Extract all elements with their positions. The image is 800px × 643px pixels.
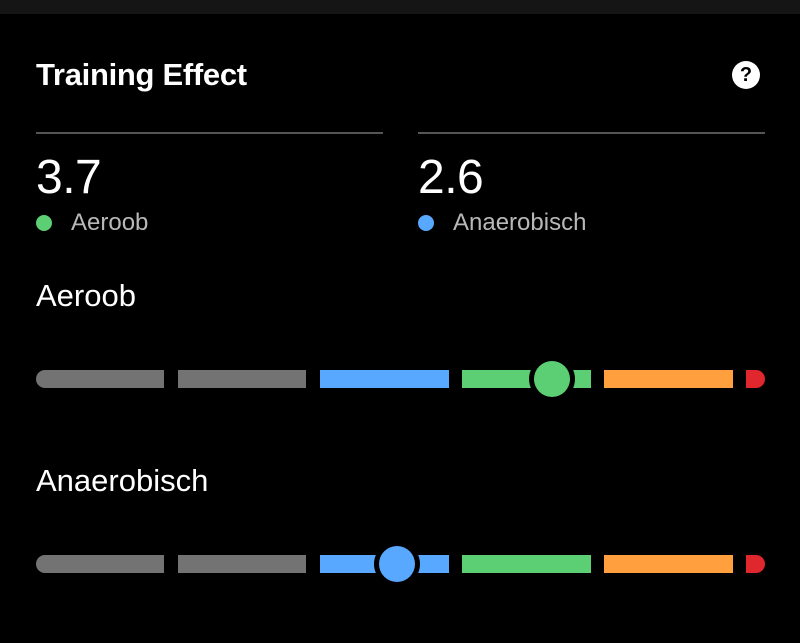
gauge-segment xyxy=(462,555,591,573)
gauge-segment xyxy=(746,370,765,388)
aerobic-section-title: Aeroob xyxy=(36,278,136,313)
gauge-segment xyxy=(36,370,164,388)
gauge-marker xyxy=(534,361,570,397)
stat-aerobic: 3.7 Aeroob xyxy=(36,132,383,238)
gauge-segment xyxy=(178,370,306,388)
gauge-segment xyxy=(462,370,591,388)
stat-anaerobic: 2.6 Anaerobisch xyxy=(418,132,765,238)
divider xyxy=(418,132,765,134)
gauge-segment xyxy=(746,555,765,573)
legend-dot-icon xyxy=(418,215,434,231)
stat-value: 2.6 xyxy=(418,151,484,204)
card-title: Training Effect xyxy=(36,57,247,92)
gauge-segment xyxy=(604,555,733,573)
anaerobic-section-title: Anaerobisch xyxy=(36,463,209,498)
divider xyxy=(36,132,383,134)
stat-label: Aeroob xyxy=(71,209,149,236)
gauge-segment xyxy=(36,555,164,573)
anaerobic-gauge xyxy=(36,544,766,584)
stat-label: Anaerobisch xyxy=(453,209,587,236)
aerobic-gauge xyxy=(36,359,766,399)
gauge-segment xyxy=(604,370,733,388)
gauge-segment xyxy=(320,370,449,388)
legend-dot-icon xyxy=(36,215,52,231)
gauge-marker xyxy=(379,546,415,582)
status-bar-strip xyxy=(0,0,800,14)
gauge-segment xyxy=(178,555,306,573)
help-icon[interactable]: ? xyxy=(732,61,760,89)
stat-value: 3.7 xyxy=(36,151,102,204)
